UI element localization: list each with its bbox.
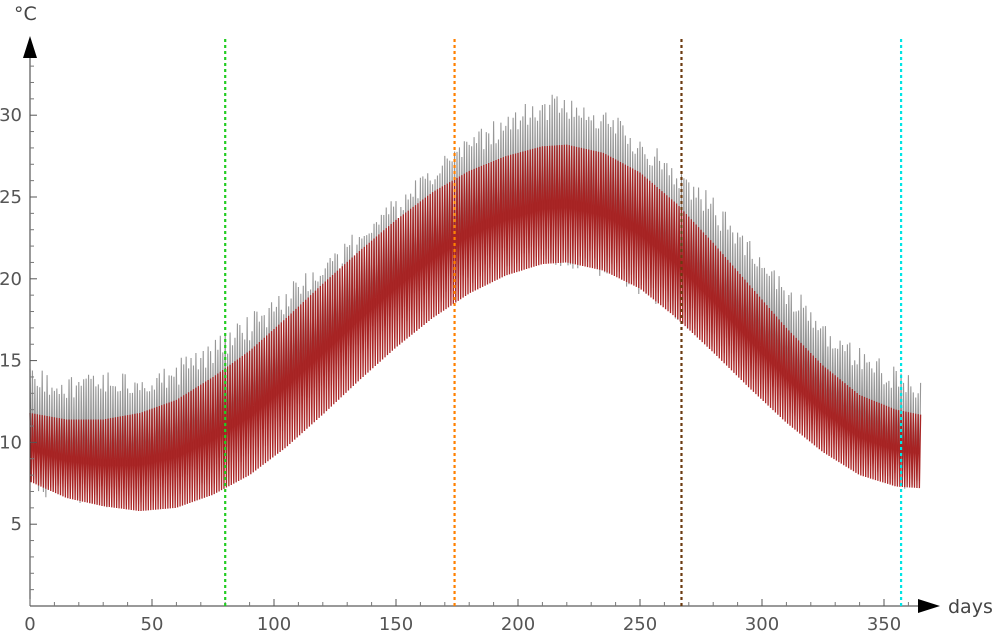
axes: days °C [14, 3, 993, 618]
y-axis-label: °C [14, 3, 37, 25]
x-tick-label-50: 50 [141, 614, 164, 635]
y-tick-label-5: 5 [11, 514, 22, 535]
vertical-markers [224, 36, 903, 606]
series-layer [29, 94, 922, 512]
ticks: 0 50 100 150 200 250 300 350 5 10 15 20 25 30 [0, 65, 909, 635]
x-axis-arrow [918, 599, 940, 613]
y-tick-label-30: 30 [0, 105, 22, 126]
y-tick-label-20: 20 [0, 269, 22, 290]
x-axis-label: days [948, 596, 993, 618]
y-tick-label-25: 25 [0, 187, 22, 208]
y-tick-label-10: 10 [0, 432, 22, 453]
x-tick-label-0: 0 [24, 614, 35, 635]
x-tick-label-150: 150 [379, 614, 413, 635]
series-1 [29, 144, 922, 512]
x-tick-label-300: 300 [745, 614, 779, 635]
series-line-1 [29, 144, 922, 512]
x-tick-label-350: 350 [867, 614, 901, 635]
x-tick-label-200: 200 [501, 614, 535, 635]
y-tick-label-15: 15 [0, 351, 22, 372]
x-tick-label-250: 250 [623, 614, 657, 635]
y-axis-arrow [23, 36, 37, 58]
x-tick-label-100: 100 [257, 614, 291, 635]
